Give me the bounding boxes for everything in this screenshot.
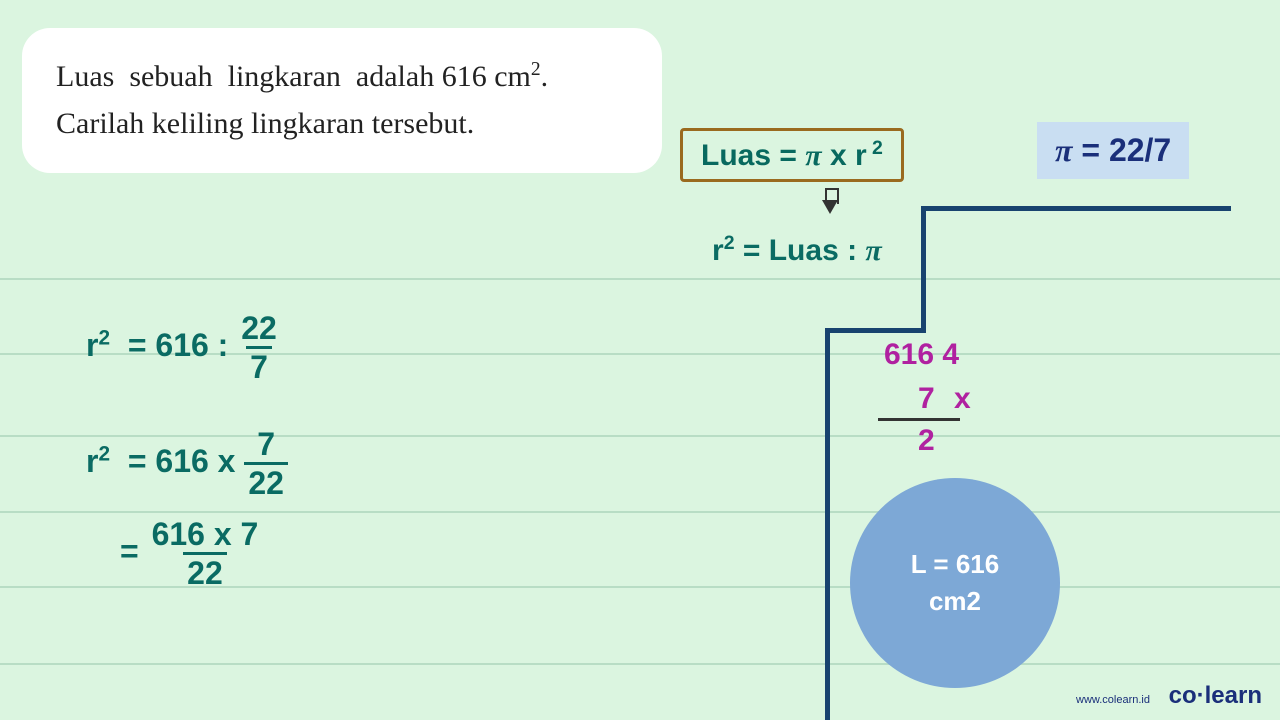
ruled-line xyxy=(0,511,1280,513)
work-step-3: = 616 x 722 xyxy=(120,518,262,589)
brand-logo: co·learn xyxy=(1169,682,1262,710)
mult-underline xyxy=(878,418,960,421)
ruled-line xyxy=(0,663,1280,665)
site-url: www.colearn.id xyxy=(1076,694,1150,706)
bracket-line xyxy=(825,328,926,333)
problem-statement-card: Luas sebuah lingkaran adalah 616 cm2. Ca… xyxy=(22,28,662,173)
pi-value-box: π = 22/7 xyxy=(1037,122,1189,179)
area-formula-box: Luas = π x r 2 xyxy=(680,128,904,182)
circle-label-line1: L = 616 xyxy=(911,549,999,580)
arrow-down-icon xyxy=(822,200,838,214)
bracket-line xyxy=(825,328,830,720)
work-step-2: r2 = 616 x 722 xyxy=(86,428,288,499)
derived-formula: r2 = Luas : π xyxy=(712,232,882,268)
bracket-line xyxy=(921,206,926,333)
circle-diagram: L = 616 cm2 xyxy=(850,478,1060,688)
work-step-1: r2 = 616 : 227 xyxy=(86,312,281,383)
circle-label-line2: cm2 xyxy=(929,586,981,617)
mult-result: 2 xyxy=(918,424,935,458)
ruled-line xyxy=(0,278,1280,280)
mult-row-2: 7 xyxy=(918,382,935,416)
mult-row-1: 616 4 xyxy=(884,338,959,372)
mult-x-icon: x xyxy=(954,382,971,416)
bracket-line xyxy=(921,206,1231,211)
